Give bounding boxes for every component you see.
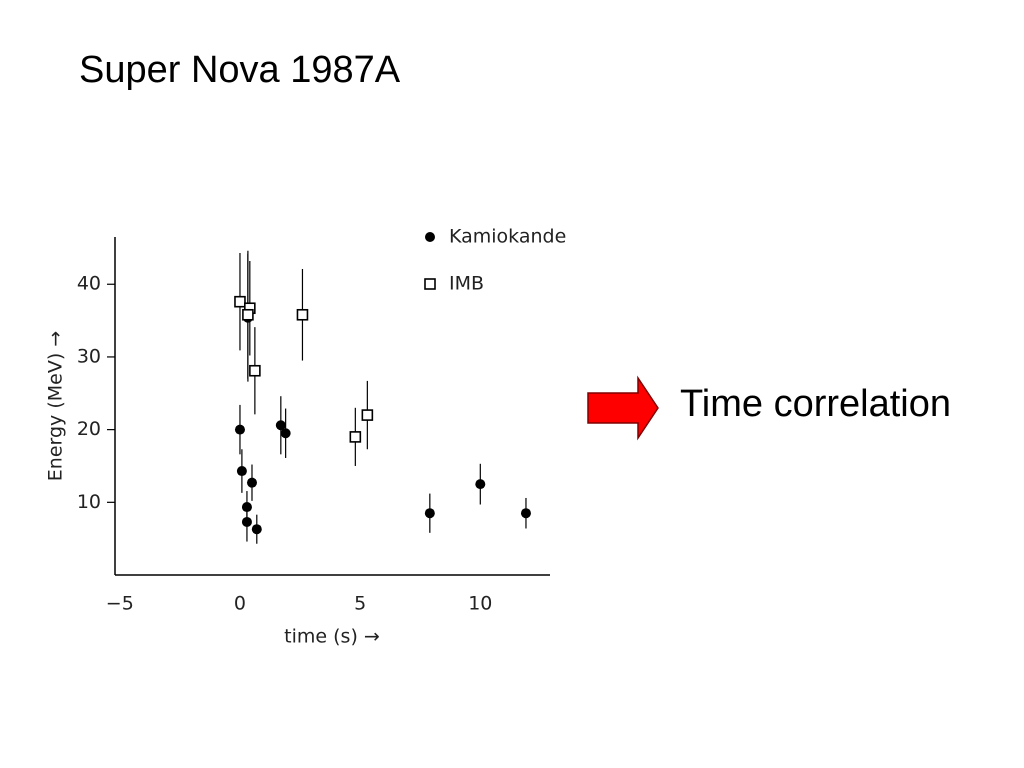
point (251, 524, 262, 535)
legend-marker (425, 232, 435, 242)
point (349, 431, 362, 443)
legend-label: Kamiokande (449, 226, 566, 248)
slide-title: Super Nova 1987A (79, 49, 401, 91)
point (234, 424, 245, 435)
point (424, 508, 435, 519)
y-tick-label: 30 (77, 345, 101, 367)
point (246, 477, 257, 488)
x-tick-label: 10 (468, 593, 492, 615)
legend-label: IMB (449, 273, 484, 295)
point (249, 364, 261, 377)
x-tick-label: 0 (234, 593, 246, 615)
x-axis-label: time (s) → (284, 626, 380, 648)
y-tick-label: 20 (77, 418, 101, 440)
annotation: Time correlation (680, 383, 951, 425)
x-tick-label: 5 (354, 593, 366, 615)
point (275, 420, 286, 431)
point (475, 479, 486, 490)
y-tick-label: 10 (77, 491, 101, 513)
y-axis-label: Energy (MeV) → (45, 331, 67, 481)
point (242, 308, 254, 321)
chart: 10 20 30 40 −5 0 5 10 time (s) → Energy (MeV) → Ka… (45, 226, 567, 648)
legend-marker (424, 278, 436, 290)
point (236, 466, 247, 477)
point (241, 516, 252, 527)
y-tick-label: 40 (77, 273, 101, 295)
point (361, 409, 374, 421)
arrow (587, 375, 659, 441)
point (234, 295, 246, 308)
point (520, 508, 531, 519)
point (241, 502, 252, 513)
point (280, 428, 291, 439)
point (296, 308, 309, 321)
x-tick-label: −5 (106, 593, 134, 615)
